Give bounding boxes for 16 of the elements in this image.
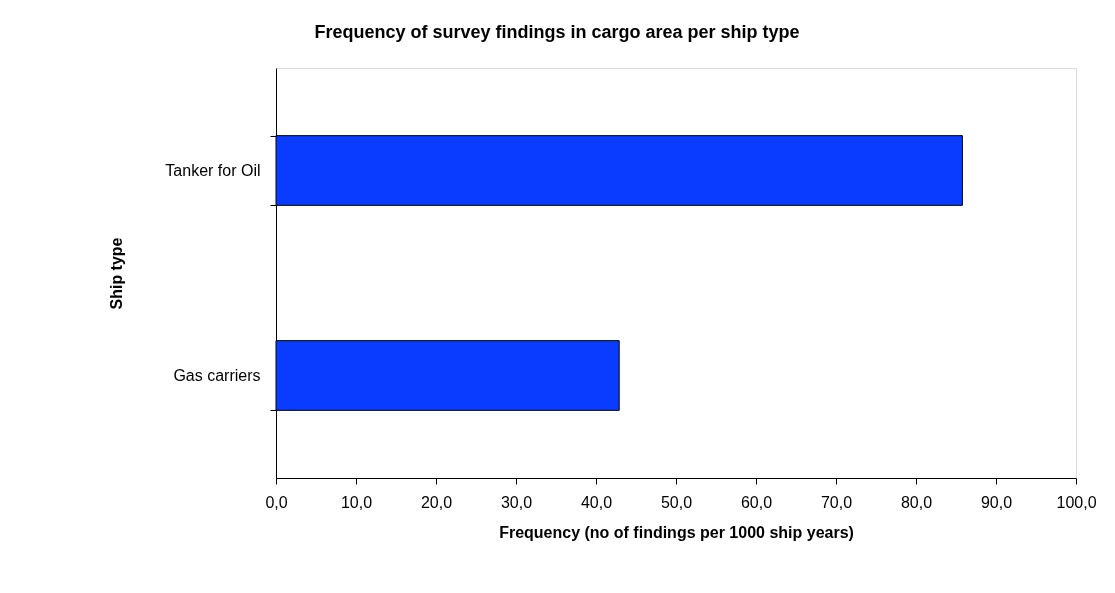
y-tick-label: Tanker for Oil	[165, 162, 261, 179]
x-tick-label: 0,0	[265, 493, 288, 511]
y-axis-title: Ship type	[108, 237, 126, 310]
x-tick-label: 90,0	[980, 493, 1013, 511]
y-tick-label: Gas carriers	[173, 367, 261, 384]
x-tick-label: 70,0	[820, 493, 853, 511]
x-tick-label: 60,0	[740, 493, 773, 511]
x-tick-label: 10,0	[340, 493, 373, 511]
x-tick-label: 80,0	[900, 493, 933, 511]
x-axis-title: Frequency (no of findings per 1000 ship years)	[499, 523, 854, 541]
x-tick-label: 30,0	[500, 493, 533, 511]
x-tick-label: 40,0	[580, 493, 613, 511]
chart-title: Frequency of survey findings in cargo area per ship type	[314, 22, 800, 42]
x-tick-label: 50,0	[660, 493, 693, 511]
x-tick-label: 20,0	[420, 493, 453, 511]
x-tick-label: 100,0	[1056, 493, 1097, 511]
